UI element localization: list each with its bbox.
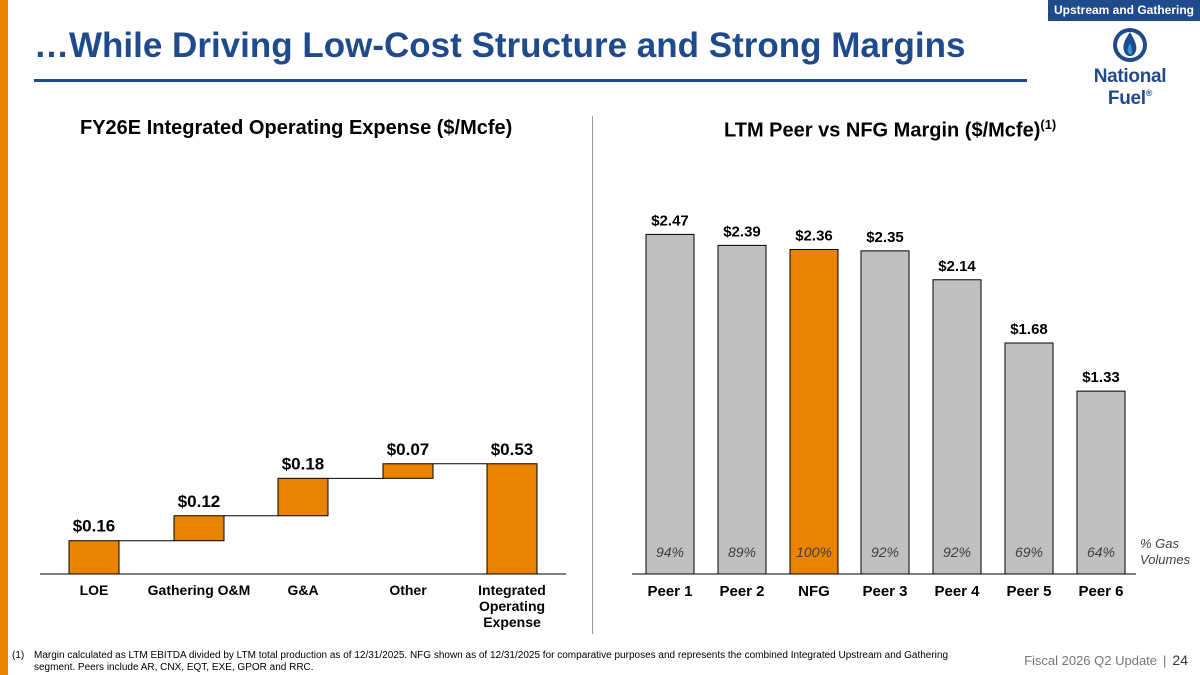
peer-value-label: $1.68 (1010, 321, 1048, 338)
peer-value-label: $1.33 (1082, 369, 1120, 386)
nfg-margin-bar (789, 249, 839, 575)
waterfall-category-label: Gathering O&M (148, 582, 251, 598)
gas-volume-label: 92% (871, 544, 899, 560)
peer-category-label: Peer 6 (1078, 583, 1123, 600)
peer-value-label: $2.14 (938, 258, 976, 275)
waterfall-bar (68, 540, 120, 575)
footnote: (1) Margin calculated as LTM EBITDA divi… (12, 650, 972, 674)
footer: Fiscal 2026 Q2 Update | 24 (1024, 652, 1188, 668)
waterfall-category-label: G&A (287, 582, 318, 598)
gas-volume-label: 100% (796, 544, 832, 560)
waterfall-bar (382, 463, 434, 479)
waterfall-bar (486, 463, 538, 575)
gas-volume-label: 92% (943, 544, 971, 560)
gas-volume-label: 64% (1087, 544, 1115, 560)
waterfall-category-label: Integrated (478, 582, 546, 598)
peer-margin-bar (1004, 342, 1054, 575)
waterfall-value-label: $0.16 (73, 517, 116, 536)
right-chart-title: LTM Peer vs NFG Margin ($/Mcfe)(1) (724, 117, 1057, 142)
page-number: 24 (1172, 652, 1188, 668)
gas-volumes-legend: % Gas (1140, 536, 1180, 551)
peer-value-label: $2.35 (866, 229, 904, 246)
page-title: …While Driving Low-Cost Structure and St… (34, 26, 966, 65)
national-fuel-logo: National Fuel® (1070, 26, 1190, 109)
waterfall-category-label: Operating (479, 598, 545, 614)
logo-wordmark: National Fuel® (1093, 66, 1167, 109)
peer-value-label: $2.47 (651, 212, 689, 229)
title-underline (34, 79, 1027, 82)
waterfall-value-label: $0.18 (282, 454, 325, 473)
peer-margin-chart: $2.47 94% Peer 1 $2.39 89% Peer 2 $2.36 100% NFG… (632, 212, 1191, 600)
waterfall-value-label: $0.53 (491, 440, 534, 459)
gas-volume-label: 69% (1015, 544, 1043, 560)
waterfall-category-label: Expense (483, 614, 541, 630)
footer-separator: | (1163, 653, 1167, 668)
peer-category-label: Peer 2 (719, 583, 764, 600)
waterfall-category-label: Other (389, 582, 427, 598)
waterfall-value-label: $0.07 (387, 440, 430, 459)
panel-divider (592, 116, 593, 634)
section-badge: Upstream and Gathering (1048, 0, 1200, 21)
left-chart-title: FY26E Integrated Operating Expense ($/Mc… (80, 117, 513, 139)
peer-category-label: Peer 1 (647, 583, 692, 600)
peer-margin-bar (645, 233, 695, 575)
peer-category-label: Peer 3 (862, 583, 907, 600)
peer-category-label: Peer 5 (1006, 583, 1051, 600)
accent-side-bar (0, 0, 8, 675)
waterfall-value-label: $0.12 (178, 492, 221, 511)
gas-volumes-legend: Volumes (1140, 552, 1191, 567)
waterfall-chart: $0.16 LOE $0.12 Gathering O&M $0.18 G&A $0.07 O… (40, 440, 566, 630)
peer-margin-bar (717, 244, 767, 575)
waterfall-category-label: LOE (80, 582, 109, 598)
peer-value-label: $2.39 (723, 223, 761, 240)
gas-volume-label: 89% (728, 544, 756, 560)
footer-label: Fiscal 2026 Q2 Update (1024, 653, 1158, 668)
flame-icon (1113, 28, 1147, 62)
peer-margin-bar (1076, 390, 1126, 575)
peer-margin-bar (932, 279, 982, 575)
waterfall-bar (173, 515, 225, 542)
gas-volume-label: 94% (656, 544, 684, 560)
peer-value-label: $2.36 (795, 228, 833, 245)
footnote-text: Margin calculated as LTM EBITDA divided … (34, 650, 949, 673)
peer-category-label: Peer 4 (934, 583, 980, 600)
peer-margin-bar (860, 250, 910, 575)
peer-category-label: NFG (798, 583, 830, 600)
footnote-number: (1) (12, 650, 25, 661)
waterfall-bar (277, 477, 329, 517)
